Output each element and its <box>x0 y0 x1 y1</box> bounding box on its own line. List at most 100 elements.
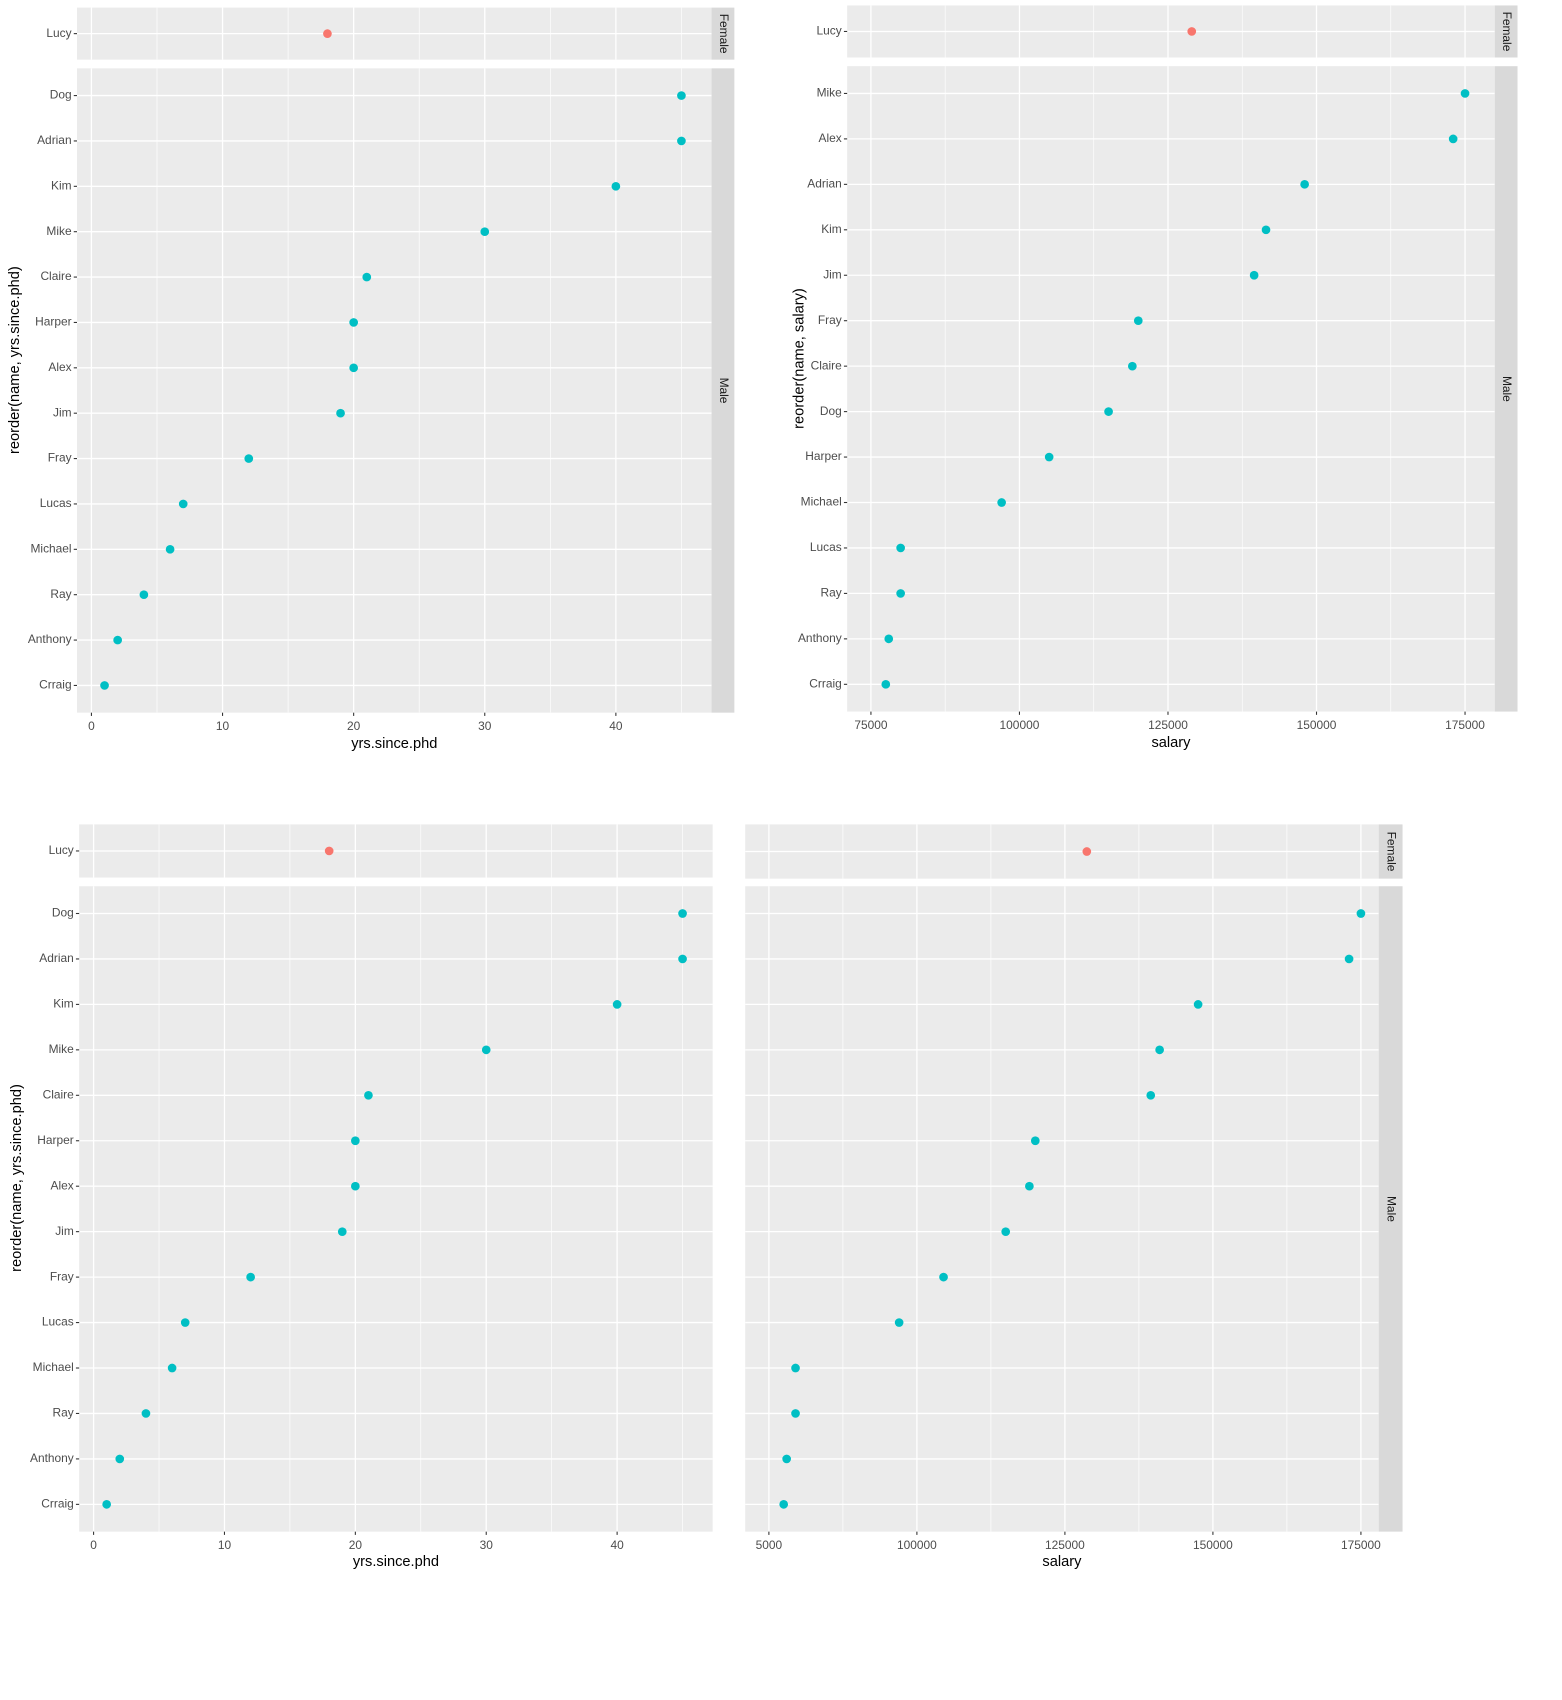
point <box>1155 1045 1164 1055</box>
point <box>180 1318 190 1327</box>
point <box>894 1318 904 1327</box>
point <box>1146 1090 1156 1100</box>
strip <box>1378 824 1403 879</box>
point <box>1128 361 1137 371</box>
point <box>165 544 175 554</box>
y-tick-label: Anthony <box>798 631 842 645</box>
panel <box>745 886 1379 1532</box>
x-tick-label: 20 <box>347 719 361 733</box>
x-axis-title: salary <box>1042 1554 1082 1570</box>
y-tick-label: Jim <box>823 267 842 281</box>
point <box>939 1272 948 1282</box>
point <box>1044 452 1054 462</box>
point <box>351 1136 360 1146</box>
point <box>349 363 358 373</box>
point <box>1193 1000 1203 1009</box>
strip-label: Female <box>717 14 731 54</box>
x-tick-label: 150000 <box>1193 1538 1233 1552</box>
y-tick-label: Harper <box>805 449 841 463</box>
y-tick-label: Alex <box>48 360 71 374</box>
point <box>678 954 687 964</box>
strip-label: Female <box>1384 832 1398 872</box>
x-axis-title: yrs.since.phd <box>351 736 437 752</box>
y-tick-label: Fray <box>818 313 842 327</box>
point <box>102 1500 112 1509</box>
y-tick-label: Crraig <box>41 1497 73 1511</box>
point <box>1356 909 1366 918</box>
y-tick-label: Dog <box>50 88 72 102</box>
y-tick-label: Michael <box>801 495 842 509</box>
y-axis-title: reorder(name, yrs.since.phd) <box>9 1084 25 1272</box>
y-tick-label: Adrian <box>807 177 841 191</box>
point <box>611 181 621 191</box>
x-tick-label: 100000 <box>897 1538 937 1552</box>
point <box>612 1000 622 1009</box>
point <box>1344 954 1354 964</box>
point <box>323 29 332 38</box>
strip <box>1378 886 1403 1532</box>
y-axis-title: reorder(name, salary) <box>791 288 807 429</box>
strip <box>1494 66 1518 712</box>
y-tick-label: Fray <box>50 1269 74 1283</box>
point <box>791 1409 800 1418</box>
y-tick-label: Lucy <box>46 26 71 40</box>
y-tick-label: Adrian <box>37 133 71 147</box>
point <box>791 1363 800 1373</box>
y-tick-label: Crraig <box>39 678 71 692</box>
y-tick-label: Crraig <box>809 676 841 690</box>
y-tick-label: Dog <box>52 906 74 920</box>
y-tick-label: Kim <box>53 997 74 1011</box>
point <box>881 679 891 689</box>
panel <box>847 66 1495 712</box>
point <box>677 91 686 100</box>
x-tick-label: 5000 <box>756 1538 783 1552</box>
x-tick-label: 0 <box>90 1538 97 1552</box>
point <box>1300 180 1309 189</box>
y-tick-label: Alex <box>51 1178 74 1192</box>
y-tick-label: Alex <box>819 131 842 145</box>
x-tick-label: 175000 <box>1445 718 1485 732</box>
y-tick-label: Anthony <box>30 1451 74 1465</box>
x-tick-label: 150000 <box>1297 718 1337 732</box>
point <box>1448 134 1458 144</box>
y-tick-label: Harper <box>37 1133 73 1147</box>
x-tick-label: 30 <box>480 1538 494 1552</box>
y-tick-label: Jim <box>53 405 72 419</box>
point <box>997 498 1006 507</box>
y-axis-title: reorder(name, yrs.since.phd) <box>7 266 23 454</box>
y-tick-label: Jim <box>55 1224 74 1238</box>
y-tick-label: Michael <box>33 1360 74 1374</box>
point <box>1460 89 1470 98</box>
point <box>167 1363 177 1373</box>
y-tick-label: Kim <box>821 222 842 236</box>
point <box>1082 847 1092 856</box>
point <box>349 318 358 327</box>
point <box>1025 1181 1034 1191</box>
point <box>779 1500 789 1509</box>
y-tick-label: Ray <box>53 1406 74 1420</box>
x-tick-label: 30 <box>478 719 492 733</box>
y-tick-label: Lucy <box>49 843 74 857</box>
y-tick-label: Anthony <box>28 632 72 646</box>
point <box>336 408 345 418</box>
y-tick-label: Lucas <box>40 496 72 510</box>
y-tick-label: Fray <box>48 451 72 465</box>
point <box>896 589 905 598</box>
strip <box>711 68 735 713</box>
panel <box>79 886 713 1532</box>
point <box>139 590 149 600</box>
y-tick-label: Claire <box>43 1087 75 1101</box>
strip-label: Female <box>1500 12 1514 52</box>
y-tick-label: Lucas <box>42 1315 74 1329</box>
x-tick-label: 100000 <box>1000 718 1040 732</box>
point <box>141 1409 151 1418</box>
point <box>178 499 188 509</box>
point <box>480 227 490 237</box>
point <box>115 1454 125 1464</box>
y-tick-label: Claire <box>40 269 72 283</box>
point <box>1187 27 1197 36</box>
point <box>362 272 372 282</box>
y-tick-label: Adrian <box>39 951 73 965</box>
